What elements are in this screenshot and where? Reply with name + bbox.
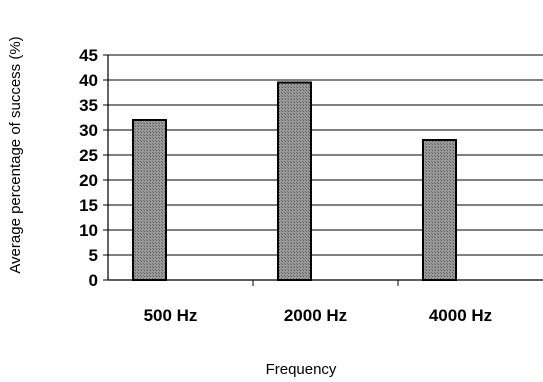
y-tick-label: 30	[79, 121, 98, 140]
axes	[103, 54, 543, 286]
bar-500-hz	[132, 119, 167, 281]
y-tick-label: 15	[79, 196, 98, 215]
gridlines	[108, 54, 543, 256]
bars	[132, 81, 457, 281]
y-tick-label: 10	[79, 221, 98, 240]
y-tick-label: 40	[79, 71, 98, 90]
bar-2000-hz	[277, 81, 312, 281]
bar-4000-hz	[422, 139, 457, 281]
y-tick-label: 45	[79, 46, 98, 65]
y-axis-title: Average percentage of success (%)	[7, 36, 24, 273]
y-tick-label: 5	[89, 246, 98, 265]
x-axis-title: Frequency	[266, 361, 337, 378]
y-tick-label: 25	[79, 146, 98, 165]
y-tick-label: 0	[89, 271, 98, 290]
x-category-label: 2000 Hz	[284, 306, 347, 325]
x-category-labels: 500 Hz 2000 Hz 4000 Hz	[144, 306, 493, 325]
y-tick-label: 20	[79, 171, 98, 190]
y-tick-label: 35	[79, 96, 98, 115]
x-category-label: 4000 Hz	[429, 306, 492, 325]
x-category-label: 500 Hz	[144, 306, 198, 325]
y-tick-labels: 0 5 10 15 20 25 30 35 40 45	[79, 46, 98, 290]
